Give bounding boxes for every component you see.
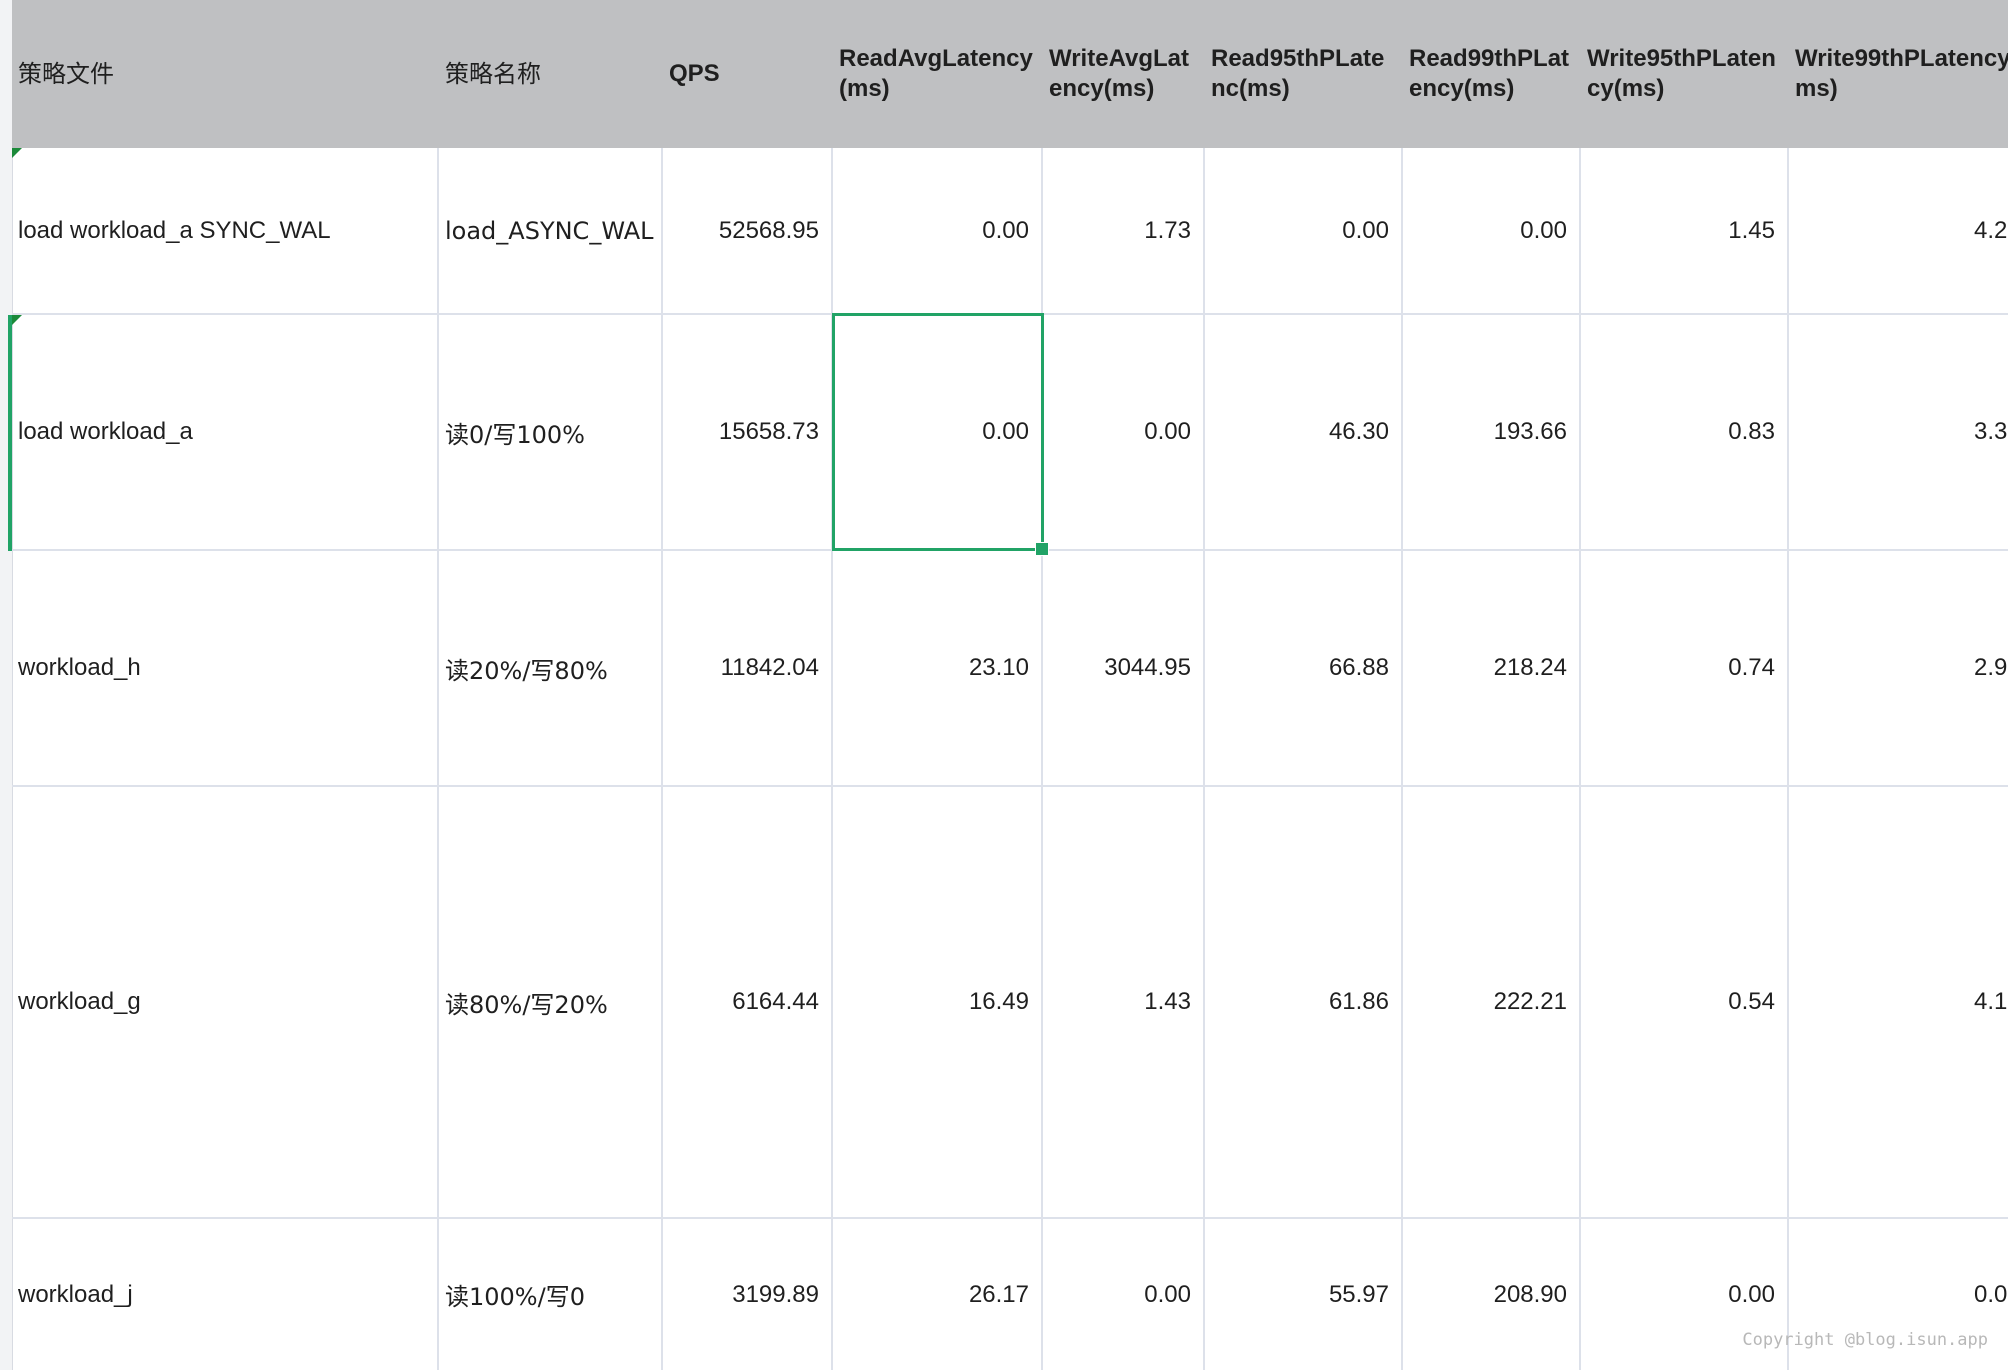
cell-strategy-name[interactable]: 读0/写100%	[439, 315, 663, 549]
cell-write-avg-latency[interactable]: 0.00	[1043, 315, 1205, 549]
cell-write95th-latency[interactable]: 0.00	[1581, 1219, 1789, 1370]
cell-write99th-latency[interactable]: 0.00	[1974, 1280, 2008, 1308]
copyright-watermark: Copyright @blog.isun.app	[1742, 1330, 1988, 1350]
cell-write95th-latency[interactable]: 0.74	[1581, 551, 1789, 785]
cell-read99th-latency[interactable]: 208.90	[1403, 1219, 1581, 1370]
cell-write-avg-latency[interactable]: 3044.95	[1043, 551, 1205, 785]
cell-qps[interactable]: 3199.89	[663, 1219, 833, 1370]
header-row: 策略文件 策略名称 QPS ReadAvgLatency (ms) WriteA…	[12, 0, 2008, 148]
cell-read95th-latency[interactable]: 0.00	[1205, 148, 1403, 313]
cell-write95th-latency[interactable]: 0.54	[1581, 787, 1789, 1217]
cell-strategy-name[interactable]: 读80%/写20%	[439, 787, 663, 1217]
cell-strategy-file[interactable]: workload_h	[12, 551, 439, 785]
cell-read-avg-latency[interactable]: 26.17	[833, 1219, 1043, 1370]
cell-strategy-name[interactable]: load_ASYNC_WAL	[439, 148, 663, 313]
column-header-write99th-latency[interactable]: Write99thPLatency( ms)	[1795, 45, 2008, 102]
cell-strategy-name[interactable]: 读20%/写80%	[439, 551, 663, 785]
cell-read-avg-latency[interactable]: 23.10	[833, 551, 1043, 785]
comment-indicator-icon[interactable]	[12, 315, 22, 325]
cell-write-avg-latency[interactable]: 1.43	[1043, 787, 1205, 1217]
column-header-read95th-latency[interactable]: Read95thPLate nc(ms)	[1211, 45, 1385, 102]
cell-qps[interactable]: 15658.73	[663, 315, 833, 549]
cell-read95th-latency[interactable]: 66.88	[1205, 551, 1403, 785]
cell-write99th-latency[interactable]: 4.10	[1974, 988, 2008, 1015]
cell-write95th-latency[interactable]: 0.83	[1581, 315, 1789, 549]
cell-qps[interactable]: 11842.04	[663, 551, 833, 785]
cell-read99th-latency[interactable]: 218.24	[1403, 551, 1581, 785]
cell-qps[interactable]: 52568.95	[663, 148, 833, 313]
comment-indicator-icon[interactable]	[12, 148, 22, 158]
cell-read95th-latency[interactable]: 61.86	[1205, 787, 1403, 1217]
cell-read95th-latency[interactable]: 55.97	[1205, 1219, 1403, 1370]
cell-write-avg-latency[interactable]: 1.73	[1043, 148, 1205, 313]
cell-read99th-latency[interactable]: 222.21	[1403, 787, 1581, 1217]
cell-strategy-file[interactable]: workload_j	[12, 1219, 439, 1370]
cell-read-avg-latency[interactable]: 16.49	[833, 787, 1043, 1217]
table-row: load workload_a SYNC_WAL load_ASYNC_WAL …	[12, 148, 2008, 315]
table-row: workload_j 读100%/写0 3199.89 26.17 0.00 5…	[12, 1219, 2008, 1370]
column-header-qps[interactable]: QPS	[669, 60, 720, 87]
active-cell-selection[interactable]	[832, 313, 1049, 556]
cell-strategy-file[interactable]: load workload_a	[12, 315, 439, 549]
table-row: workload_g 读80%/写20% 6164.44 16.49 1.43 …	[12, 787, 2008, 1219]
cell-write99th-latency[interactable]: 3.33	[1974, 418, 2008, 445]
column-header-read99th-latency[interactable]: Read99thPLat ency(ms)	[1409, 45, 1570, 102]
cell-read95th-latency[interactable]: 46.30	[1205, 315, 1403, 549]
cell-qps[interactable]: 6164.44	[663, 787, 833, 1217]
column-header-write-avg-latency[interactable]: WriteAvgLat ency(ms)	[1049, 45, 1190, 102]
cell-read99th-latency[interactable]: 193.66	[1403, 315, 1581, 549]
column-header-strategy-file[interactable]: 策略文件	[18, 60, 114, 88]
cell-write99th-latency[interactable]: 4.20	[1974, 216, 2008, 244]
selected-row-marker	[8, 315, 12, 551]
table-row: workload_h 读20%/写80% 11842.04 23.10 3044…	[12, 551, 2008, 787]
cell-strategy-file[interactable]: load workload_a SYNC_WAL	[12, 148, 439, 313]
cell-write99th-latency[interactable]: 2.97	[1974, 654, 2008, 681]
fill-handle[interactable]	[1035, 542, 1049, 556]
column-header-write95th-latency[interactable]: Write95thPLaten cy(ms)	[1587, 45, 1776, 102]
cell-read99th-latency[interactable]: 0.00	[1403, 148, 1581, 313]
column-header-strategy-name[interactable]: 策略名称	[445, 60, 541, 88]
cell-write95th-latency[interactable]: 1.45	[1581, 148, 1789, 313]
cell-write-avg-latency[interactable]: 0.00	[1043, 1219, 1205, 1370]
cell-read-avg-latency[interactable]: 0.00	[833, 148, 1043, 313]
cell-strategy-file[interactable]: workload_g	[12, 787, 439, 1217]
column-header-read-avg-latency[interactable]: ReadAvgLatency (ms)	[839, 45, 1033, 102]
cell-strategy-name[interactable]: 读100%/写0	[439, 1219, 663, 1370]
